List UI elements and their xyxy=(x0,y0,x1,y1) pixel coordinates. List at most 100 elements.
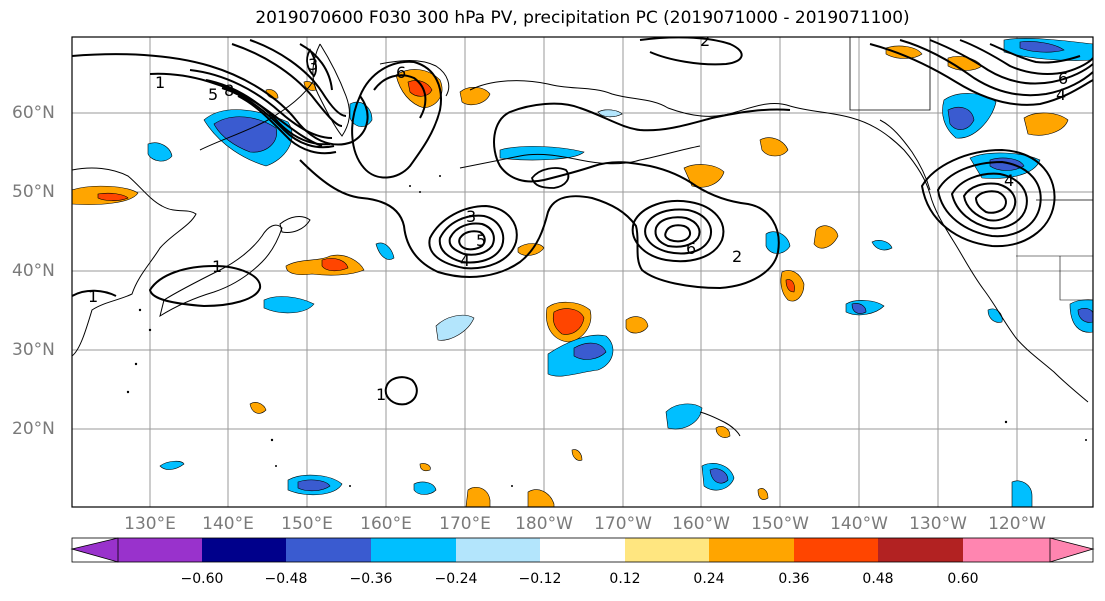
pv-contour xyxy=(189,69,333,139)
colorbar-extend-low xyxy=(70,537,119,563)
precip-patch xyxy=(297,479,331,492)
precip-patch xyxy=(571,449,583,461)
pv-contour xyxy=(231,43,343,127)
coastline-japan xyxy=(159,224,283,318)
lat-label: 60°N xyxy=(12,103,55,123)
precip-patch xyxy=(785,279,795,293)
map-title: 2019070600 F030 300 hPa PV, precipitatio… xyxy=(255,8,910,28)
pv-contour xyxy=(72,53,369,146)
colorbar-tick-label: −0.48 xyxy=(264,571,308,587)
colorbar-extend-high xyxy=(1049,537,1095,563)
pv-contour xyxy=(72,289,117,297)
contour-label: 6 xyxy=(396,63,406,82)
precip-patch xyxy=(147,142,173,162)
pv-contour xyxy=(299,43,333,91)
colorbar xyxy=(118,538,1050,562)
colorbar-tick-label: −0.24 xyxy=(434,571,478,587)
contour-label: 1 xyxy=(88,287,98,306)
boundary-alaska-canada xyxy=(849,37,931,111)
lon-label: 180°W xyxy=(515,514,573,534)
pv-contour xyxy=(299,102,791,290)
pv-contour xyxy=(373,74,427,119)
colorbar-segment xyxy=(202,538,286,562)
coastline-aleutians xyxy=(459,145,701,169)
contour-label: 5 xyxy=(208,85,218,104)
pv-contour xyxy=(899,39,1093,97)
precip-patch xyxy=(459,87,491,106)
precip-patch xyxy=(1019,41,1065,53)
coastline-chukotka xyxy=(379,60,450,97)
precip-patch xyxy=(709,468,729,484)
lon-label: 170°W xyxy=(594,514,652,534)
pv-contour xyxy=(959,39,1093,75)
pv-contour xyxy=(664,224,692,243)
colorbar-segment xyxy=(118,538,202,562)
coastline-north-america xyxy=(929,193,1089,403)
pv-contour xyxy=(458,230,486,251)
pv-contour xyxy=(205,79,331,146)
pv-contour xyxy=(962,182,1017,222)
precip-patch xyxy=(573,342,607,360)
map-background xyxy=(72,37,1093,507)
colorbar-tick-label: 0.24 xyxy=(693,571,725,587)
pv-contour xyxy=(974,190,1007,214)
precip-patch xyxy=(665,403,703,430)
pv-contour xyxy=(929,39,1093,85)
contour-label: 3 xyxy=(466,207,476,226)
coastline-hawaii xyxy=(699,411,741,437)
lat-label: 50°N xyxy=(12,182,55,202)
contour-label: 2 xyxy=(700,31,710,50)
contour-label: 1 xyxy=(155,73,165,92)
precip-patch xyxy=(871,240,893,251)
pv-contour xyxy=(384,376,418,406)
boundary-states xyxy=(1016,255,1093,301)
precip-patch xyxy=(413,481,437,495)
pv-contour xyxy=(221,87,335,149)
contour-label: 1 xyxy=(212,257,222,276)
islands xyxy=(126,175,1087,487)
coastline-canada-islands xyxy=(879,119,931,191)
pv-contour xyxy=(531,167,570,189)
contour-label: 6 xyxy=(1058,69,1068,88)
lon-label: 150°E xyxy=(281,514,333,534)
contour-label: 5 xyxy=(476,231,486,250)
coastlines xyxy=(72,37,1093,487)
pv-contour xyxy=(989,43,1081,64)
pv-contour xyxy=(237,95,337,155)
contour-label: 4 xyxy=(1056,85,1066,104)
colorbar-segment xyxy=(540,538,625,562)
pv-contour xyxy=(351,60,442,179)
pv-contour xyxy=(148,264,262,308)
contour-label: 4 xyxy=(460,251,470,270)
pv-contour xyxy=(448,222,495,256)
pv-contour xyxy=(654,216,701,248)
contour-label: 8 xyxy=(224,81,234,100)
lon-label: 160°E xyxy=(360,514,412,534)
precip-patch xyxy=(552,308,585,335)
map-frame xyxy=(71,36,1094,508)
colorbar-tick-label: −0.12 xyxy=(518,571,562,587)
precip-patch xyxy=(759,137,789,157)
precip-patch xyxy=(213,116,277,153)
colorbar-outline xyxy=(71,537,1094,563)
pv-contour xyxy=(869,43,1093,106)
precip-patch xyxy=(597,109,623,118)
colorbar-segment xyxy=(794,538,878,562)
colorbar-segment xyxy=(371,538,456,562)
pv-contour xyxy=(950,172,1028,230)
pv-contour xyxy=(306,48,317,78)
lon-label: 130°W xyxy=(909,514,967,534)
pv-contour xyxy=(644,208,712,255)
precip-patch xyxy=(757,488,769,500)
precip-patch xyxy=(435,314,475,341)
colorbar-tick-label: −0.60 xyxy=(180,571,224,587)
precip-patch xyxy=(715,426,731,438)
contour-label: 6 xyxy=(686,239,696,258)
pv-contour xyxy=(920,148,1056,248)
colorbar-segment xyxy=(625,538,709,562)
precip-patch xyxy=(851,303,867,314)
pv-contour xyxy=(249,39,347,117)
lon-label: 160°W xyxy=(672,514,730,534)
lon-label: 120°W xyxy=(988,514,1046,534)
